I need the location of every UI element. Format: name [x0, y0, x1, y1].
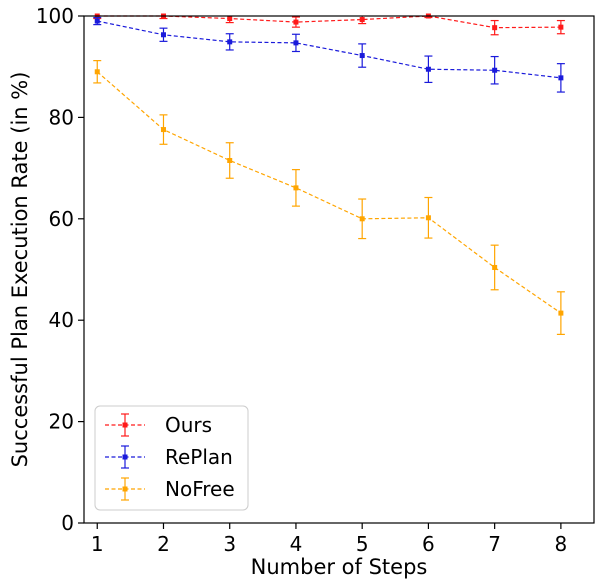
- legend-box: [94, 405, 249, 511]
- series-line-nofree: [96, 71, 562, 314]
- y-tick-label: 20: [49, 410, 74, 434]
- data-point: [359, 17, 365, 23]
- legend-label: NoFree: [165, 477, 235, 501]
- legend-item-replan: RePlan: [105, 445, 233, 469]
- legend: Ours RePlan NoFree: [94, 405, 249, 511]
- data-point: [492, 25, 498, 31]
- x-tick-label: 4: [290, 532, 303, 556]
- data-point: [227, 16, 233, 22]
- legend-marker: [122, 422, 128, 428]
- series-nofree: [93, 60, 565, 335]
- data-point: [94, 69, 100, 75]
- data-point: [160, 127, 166, 133]
- data-point: [160, 32, 166, 38]
- x-tick-label: 8: [555, 532, 568, 556]
- data-point: [558, 75, 564, 81]
- legend-item-ours: Ours: [105, 413, 212, 437]
- y-axis-label: Successful Plan Execution Rate (in %): [8, 72, 32, 468]
- y-tick-label: 0: [61, 511, 74, 535]
- legend-label: Ours: [165, 413, 212, 437]
- series-layer: [93, 13, 565, 335]
- x-axis-label: Number of Steps: [251, 555, 428, 579]
- x-tick-label: 1: [91, 532, 104, 556]
- data-point: [425, 66, 431, 72]
- data-point: [359, 53, 365, 59]
- series-replan: [93, 16, 565, 93]
- series-line-ours: [97, 15, 561, 29]
- plot-frame: [83, 15, 595, 524]
- data-point: [425, 215, 431, 221]
- x-tick-label: 5: [356, 532, 369, 556]
- data-point: [558, 310, 564, 316]
- data-point: [293, 40, 299, 46]
- data-point: [492, 67, 498, 73]
- data-point: [227, 39, 233, 45]
- x-tick-label: 6: [422, 532, 435, 556]
- data-point: [293, 19, 299, 25]
- data-point: [293, 185, 299, 191]
- x-tick-label: 2: [157, 532, 170, 556]
- legend-marker: [122, 454, 128, 460]
- legend-item-nofree: NoFree: [105, 477, 235, 501]
- legend-label: RePlan: [165, 445, 233, 469]
- data-point: [558, 24, 564, 30]
- series-line-replan: [97, 20, 561, 79]
- y-tick-label: 80: [49, 105, 74, 129]
- data-point: [359, 216, 365, 222]
- legend-marker: [122, 486, 128, 492]
- data-point: [94, 18, 100, 24]
- data-point: [227, 157, 233, 163]
- x-tick-label: 7: [488, 532, 501, 556]
- y-tick-label: 40: [49, 308, 74, 332]
- data-point: [492, 264, 498, 270]
- y-tick-label: 60: [49, 207, 74, 231]
- y-tick-label: 100: [36, 4, 74, 28]
- x-tick-label: 3: [223, 532, 236, 556]
